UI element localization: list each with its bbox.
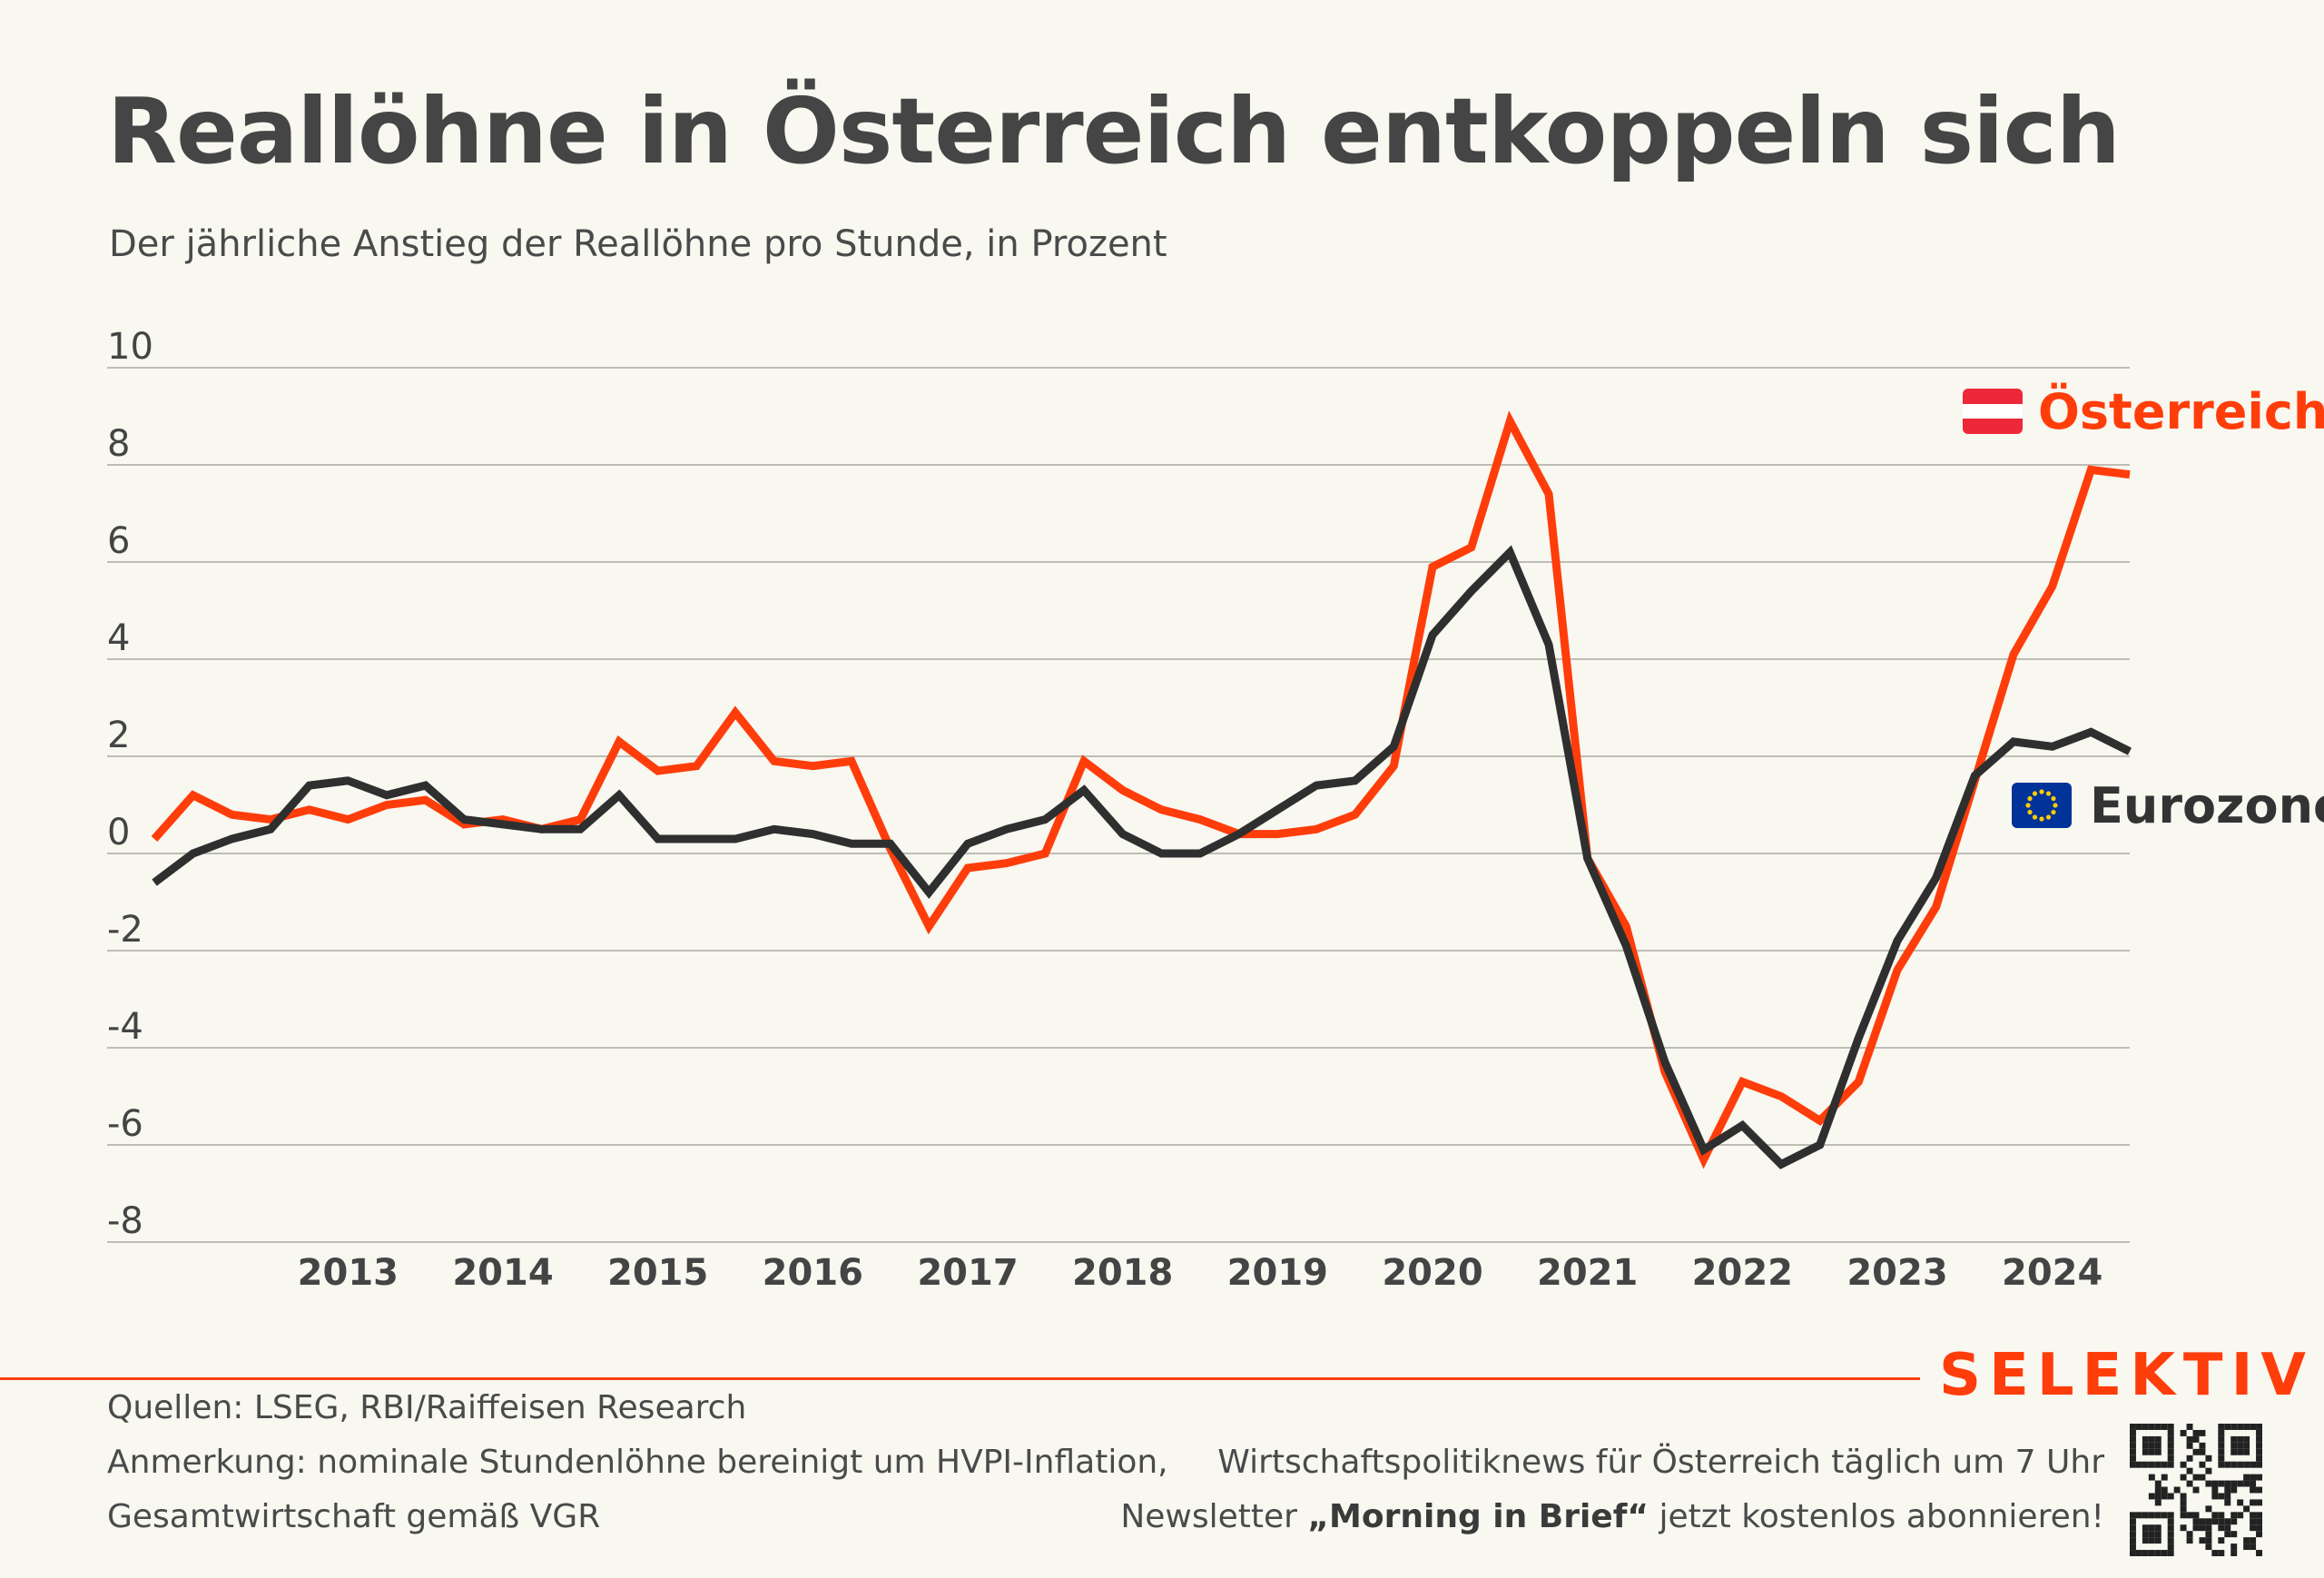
promo-line-2[interactable]: Newsletter „Morning in Brief“ jetzt kost… <box>1120 1498 2104 1535</box>
page-subtitle: Der jährliche Anstieg der Reallöhne pro … <box>109 223 1167 265</box>
y-tick-label: 10 <box>107 326 153 368</box>
eu-flag-icon <box>2012 783 2072 828</box>
chart-grid <box>107 367 2130 1243</box>
x-tick-label: 2014 <box>452 1252 553 1294</box>
y-tick-label: 6 <box>107 520 130 562</box>
line-chart: 10 8 6 4 2 0 -2 -4 -6 -8 2013 2014 2015 2016 2017 2018… <box>107 326 2324 1294</box>
x-tick-label: 2023 <box>1846 1252 1947 1294</box>
annotation-line-2: Gesamtwirtschaft gemäß VGR <box>107 1498 601 1535</box>
newsletter-name[interactable]: „Morning in Brief“ <box>1307 1498 1649 1535</box>
series-label-oesterreich: Österreich <box>2038 383 2324 440</box>
x-tick-label: 2020 <box>1382 1252 1482 1294</box>
x-tick-label: 2013 <box>298 1252 399 1294</box>
brand-logo: SELEKTIV <box>1939 1342 2314 1409</box>
y-tick-label: -6 <box>107 1103 143 1145</box>
x-tick-label: 2024 <box>2002 1252 2102 1294</box>
series-line-eurozone <box>152 545 2132 1169</box>
chart-lines <box>151 410 2132 1169</box>
x-tick-label: 2021 <box>1537 1252 1638 1294</box>
y-tick-label: -8 <box>107 1200 143 1242</box>
annotation-line-1: Anmerkung: nominale Stundenlöhne bereini… <box>107 1444 1168 1481</box>
series-labels: Österreich Eurozone <box>1963 383 2324 834</box>
promo-line-1: Wirtschaftspolitiknews für Österreich tä… <box>1217 1444 2104 1481</box>
series-line-oesterreich <box>151 410 2131 1169</box>
source-note: Quellen: LSEG, RBI/Raiffeisen Research <box>107 1389 747 1426</box>
x-tick-label: 2015 <box>607 1252 708 1294</box>
y-tick-label: 8 <box>107 423 130 465</box>
qr-code-icon[interactable] <box>2130 1424 2262 1556</box>
austria-flag-icon <box>1963 389 2023 434</box>
x-tick-label: 2016 <box>763 1252 863 1294</box>
y-tick-label: -4 <box>107 1006 143 1048</box>
series-label-eurozone: Eurozone <box>2090 777 2324 834</box>
footer-divider <box>0 1377 1920 1380</box>
y-axis-ticks: 10 8 6 4 2 0 -2 -4 -6 -8 <box>107 326 153 1242</box>
x-tick-label: 2022 <box>1692 1252 1793 1294</box>
promo-suffix: jetzt kostenlos abonnieren! <box>1649 1498 2104 1535</box>
y-tick-label: 4 <box>107 617 130 659</box>
x-tick-label: 2017 <box>917 1252 1018 1294</box>
x-tick-label: 2019 <box>1227 1252 1328 1294</box>
promo-prefix: Newsletter <box>1120 1498 1308 1535</box>
y-tick-label: -2 <box>107 909 143 951</box>
y-tick-label: 2 <box>107 715 130 756</box>
x-tick-label: 2018 <box>1072 1252 1173 1294</box>
x-axis-ticks: 2013 2014 2015 2016 2017 2018 2019 2020 2021 2022… <box>298 1252 2103 1294</box>
page-title: Reallöhne in Österreich entkoppeln sich <box>107 78 2121 184</box>
y-tick-label: 0 <box>107 812 130 853</box>
